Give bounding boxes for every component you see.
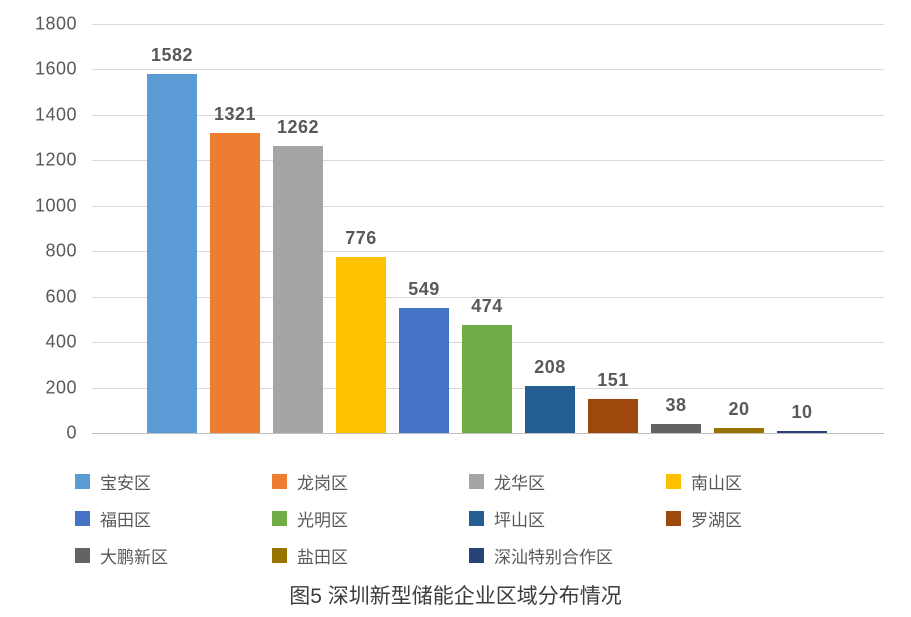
legend-item-盐田区: 盐田区 bbox=[272, 543, 469, 568]
legend-label: 南山区 bbox=[691, 474, 742, 493]
bar-value-label: 776 bbox=[345, 227, 377, 248]
legend-swatch-icon bbox=[75, 511, 90, 526]
bar-罗湖区 bbox=[588, 398, 638, 433]
bar-value-label: 38 bbox=[665, 395, 687, 416]
chart-caption: 图5 深圳新型储能企业区域分布情况 bbox=[289, 585, 622, 608]
legend-swatch-icon bbox=[75, 474, 90, 489]
bar-value-label: 151 bbox=[597, 369, 629, 390]
bar-大鹏新区 bbox=[651, 424, 701, 433]
legend-label: 龙华区 bbox=[494, 474, 545, 493]
legend-item-罗湖区: 罗湖区 bbox=[666, 506, 863, 531]
legend-label: 福田区 bbox=[100, 511, 151, 530]
legend-swatch-icon bbox=[666, 511, 681, 526]
gridline bbox=[92, 296, 884, 298]
legend-item-龙华区: 龙华区 bbox=[469, 469, 666, 494]
legend-swatch-icon bbox=[469, 548, 484, 563]
legend-swatch-icon bbox=[469, 511, 484, 526]
legend-row: 福田区 光明区 坪山区 罗湖区 bbox=[75, 500, 863, 537]
x-axis-line bbox=[92, 433, 884, 434]
legend-swatch-icon bbox=[272, 474, 287, 489]
bar-value-label: 20 bbox=[728, 399, 750, 420]
legend-label: 罗湖区 bbox=[691, 511, 742, 530]
y-tick-label: 1800 bbox=[34, 13, 77, 34]
legend-item-龙岗区: 龙岗区 bbox=[272, 469, 469, 494]
bar-坪山区 bbox=[525, 385, 575, 433]
bar-宝安区 bbox=[147, 73, 197, 433]
legend-item-宝安区: 宝安区 bbox=[75, 469, 272, 494]
y-tick-label: 1600 bbox=[34, 58, 77, 79]
legend-label: 大鹏新区 bbox=[100, 548, 168, 567]
legend-label: 光明区 bbox=[297, 511, 348, 530]
gridline bbox=[92, 114, 884, 116]
legend-row: 宝安区 龙岗区 龙华区 南山区 bbox=[75, 463, 863, 500]
legend-label: 盐田区 bbox=[297, 548, 348, 567]
legend-label: 龙岗区 bbox=[297, 474, 348, 493]
y-tick-label: 800 bbox=[45, 240, 77, 261]
legend-label: 宝安区 bbox=[100, 474, 151, 493]
legend-swatch-icon bbox=[75, 548, 90, 563]
legend-swatch-icon bbox=[469, 474, 484, 489]
bar-南山区 bbox=[336, 256, 386, 433]
gridline bbox=[92, 160, 884, 162]
gridline bbox=[92, 251, 884, 253]
bar-value-label: 1321 bbox=[213, 103, 257, 124]
legend-item-福田区: 福田区 bbox=[75, 506, 272, 531]
bar-龙岗区 bbox=[210, 132, 260, 433]
legend-swatch-icon bbox=[666, 474, 681, 489]
legend-item-大鹏新区: 大鹏新区 bbox=[75, 543, 272, 568]
bar-value-label: 10 bbox=[791, 401, 813, 422]
y-tick-label: 600 bbox=[45, 286, 77, 307]
legend-item-南山区: 南山区 bbox=[666, 469, 863, 494]
bar-盐田区 bbox=[714, 428, 764, 433]
legend-item-光明区: 光明区 bbox=[272, 506, 469, 531]
gridline bbox=[92, 24, 884, 25]
legend-swatch-icon bbox=[272, 548, 287, 563]
bar-value-label: 208 bbox=[534, 356, 566, 377]
gridline bbox=[92, 205, 884, 207]
bar-value-label: 1582 bbox=[150, 44, 194, 65]
y-tick-label: 200 bbox=[45, 377, 77, 398]
y-tick-label: 1200 bbox=[34, 149, 77, 170]
plot-area: 1582 1321 1262 776 549 474 208 151 38 20 10 bbox=[92, 24, 884, 434]
gridline bbox=[92, 69, 884, 71]
legend-label: 深汕特别合作区 bbox=[494, 548, 613, 567]
bar-福田区 bbox=[399, 308, 449, 433]
y-tick-label: 1000 bbox=[34, 195, 77, 216]
legend-swatch-icon bbox=[272, 511, 287, 526]
legend: 宝安区 龙岗区 龙华区 南山区福田区 光明区 坪山区 罗湖区大鹏新区 盐田区 深汕特别合作区 bbox=[75, 463, 863, 574]
bar-光明区 bbox=[462, 325, 512, 433]
bar-深汕特别合作区 bbox=[777, 430, 827, 433]
y-tick-label: 1400 bbox=[34, 104, 77, 125]
legend-item-深汕特别合作区: 深汕特别合作区 bbox=[469, 543, 666, 568]
bar-value-label: 474 bbox=[471, 296, 503, 317]
y-tick-label: 0 bbox=[66, 422, 77, 443]
bar-value-label: 549 bbox=[408, 279, 440, 300]
bar-value-label: 1262 bbox=[276, 117, 320, 138]
bar-龙华区 bbox=[273, 146, 323, 433]
y-tick-label: 400 bbox=[45, 331, 77, 352]
legend-row: 大鹏新区 盐田区 深汕特别合作区 bbox=[75, 537, 863, 574]
legend-label: 坪山区 bbox=[494, 511, 545, 530]
legend-item-坪山区: 坪山区 bbox=[469, 506, 666, 531]
y-axis: 0 200 400 600 800 1000 1200 1400 1600 1800 bbox=[0, 14, 77, 443]
